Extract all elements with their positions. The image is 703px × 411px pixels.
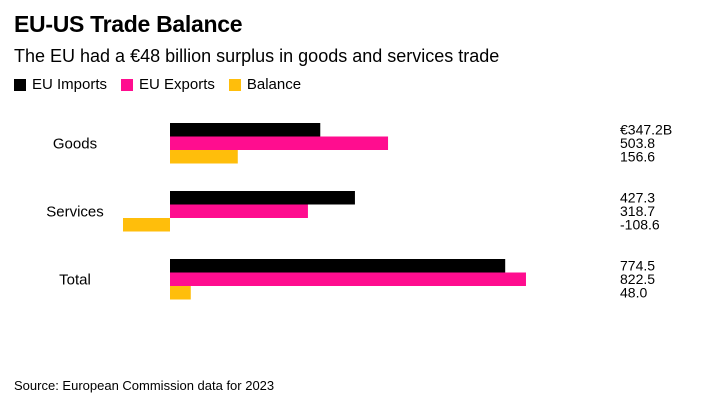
legend-swatch-exports	[121, 78, 134, 91]
bar-services-eu-exports	[170, 204, 308, 218]
legend-swatch-imports	[14, 78, 26, 91]
value-label-goods-eu-exports: 503.8	[620, 135, 655, 151]
legend-item-balance: Balance	[228, 76, 302, 93]
value-label-total-eu-imports: 774.5	[620, 258, 655, 274]
chart-title: EU-US Trade Balance	[14, 11, 243, 37]
bar-total-eu-imports	[170, 259, 506, 273]
legend-swatch-balance	[228, 78, 241, 91]
value-label-total-eu-exports: 822.5	[620, 271, 655, 287]
value-label-services-eu-imports: 427.3	[620, 190, 655, 206]
chart-subtitle: The EU had a €48 billion surplus in good…	[14, 46, 500, 66]
value-label-services-balance: -108.6	[620, 217, 660, 233]
bar-total-balance	[170, 286, 191, 300]
legend: EU Imports EU Exports Balance	[14, 76, 315, 93]
value-label-goods-eu-imports: €347.2B	[620, 122, 672, 138]
legend-label-exports: EU Exports	[139, 76, 215, 93]
category-label-services: Services	[46, 203, 104, 220]
legend-label-imports: EU Imports	[32, 76, 108, 93]
bar-services-eu-imports	[170, 191, 355, 205]
bar-goods-eu-imports	[170, 123, 321, 137]
legend-item-exports: EU Exports	[121, 76, 215, 93]
bar-total-eu-exports	[170, 272, 526, 286]
bar-goods-eu-exports	[170, 136, 389, 150]
legend-label-balance: Balance	[246, 76, 302, 93]
value-label-services-eu-exports: 318.7	[620, 203, 655, 219]
value-label-total-balance: 48.0	[620, 285, 647, 301]
category-label-total: Total	[59, 271, 91, 288]
source-note: Source: European Commission data for 202…	[14, 378, 275, 393]
category-label-goods: Goods	[53, 135, 97, 152]
bar-services-balance	[122, 218, 170, 232]
bar-goods-balance	[170, 150, 238, 164]
value-label-goods-balance: 156.6	[620, 149, 655, 165]
legend-item-imports: EU Imports	[14, 76, 107, 93]
